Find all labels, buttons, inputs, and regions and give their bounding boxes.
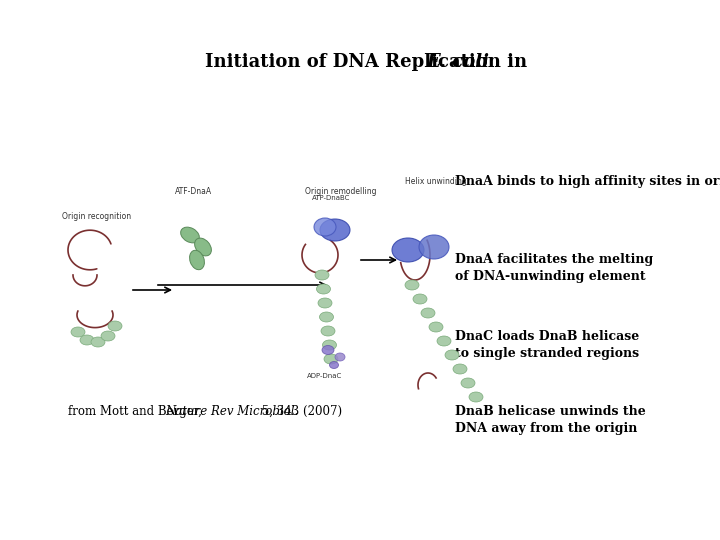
Ellipse shape <box>445 350 459 360</box>
Ellipse shape <box>322 346 334 354</box>
Ellipse shape <box>320 219 350 241</box>
Text: from Mott and Berger,: from Mott and Berger, <box>68 405 206 418</box>
Ellipse shape <box>335 353 345 361</box>
Ellipse shape <box>453 364 467 374</box>
Text: Origin remodelling: Origin remodelling <box>305 187 377 196</box>
Text: ATP-DnaBC: ATP-DnaBC <box>312 195 351 201</box>
Ellipse shape <box>469 392 483 402</box>
Text: Helix unwinding: Helix unwinding <box>405 177 467 186</box>
Ellipse shape <box>324 354 338 364</box>
Ellipse shape <box>330 361 338 368</box>
Ellipse shape <box>318 298 332 308</box>
Ellipse shape <box>413 294 427 304</box>
Ellipse shape <box>320 312 333 322</box>
Text: DnaC loads DnaB helicase
to single stranded regions: DnaC loads DnaB helicase to single stran… <box>455 330 639 360</box>
Ellipse shape <box>461 378 475 388</box>
Text: E. coli: E. coli <box>426 53 489 71</box>
Text: DnaA binds to high affinity sites in oriB: DnaA binds to high affinity sites in ori… <box>455 175 720 188</box>
Ellipse shape <box>321 326 335 336</box>
Ellipse shape <box>71 327 85 337</box>
Ellipse shape <box>419 235 449 259</box>
Ellipse shape <box>405 280 419 290</box>
Text: DnaA facilitates the melting
of DNA-unwinding element: DnaA facilitates the melting of DNA-unwi… <box>455 253 653 283</box>
Ellipse shape <box>392 238 424 262</box>
Text: ADP-DnaC: ADP-DnaC <box>307 373 343 379</box>
Ellipse shape <box>181 227 199 243</box>
Text: DnaB helicase unwinds the
DNA away from the origin: DnaB helicase unwinds the DNA away from … <box>455 405 646 435</box>
Text: ATF-DnaA: ATF-DnaA <box>175 187 212 196</box>
Text: Nature Rev Microbiol.: Nature Rev Microbiol. <box>166 405 299 418</box>
Ellipse shape <box>91 337 105 347</box>
Ellipse shape <box>80 335 94 345</box>
Ellipse shape <box>437 336 451 346</box>
Text: Origin recognition: Origin recognition <box>62 212 131 221</box>
Ellipse shape <box>194 238 212 256</box>
Text: 5, 343 (2007): 5, 343 (2007) <box>258 405 342 418</box>
Ellipse shape <box>317 284 330 294</box>
Ellipse shape <box>429 322 443 332</box>
Ellipse shape <box>189 251 204 269</box>
Ellipse shape <box>421 308 435 318</box>
Ellipse shape <box>101 331 115 341</box>
Ellipse shape <box>314 218 336 236</box>
Ellipse shape <box>323 340 336 350</box>
Ellipse shape <box>315 270 329 280</box>
Ellipse shape <box>108 321 122 331</box>
Text: Initiation of DNA Replication in: Initiation of DNA Replication in <box>205 53 534 71</box>
